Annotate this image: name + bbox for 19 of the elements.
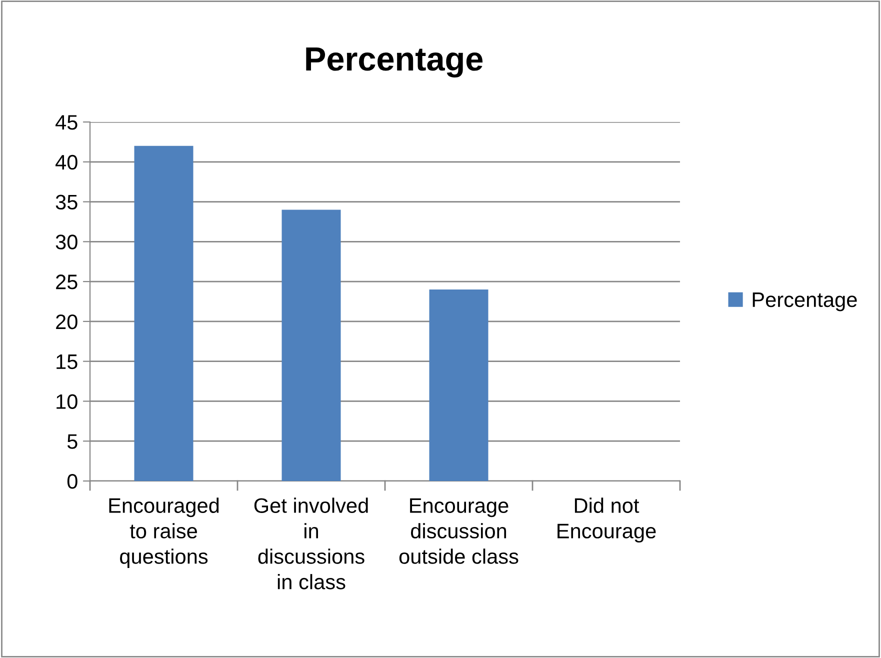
y-tick-label: 25 bbox=[56, 274, 78, 290]
y-tick-label: 35 bbox=[56, 194, 78, 210]
x-tick-label: Encouraged to raise questions bbox=[109, 498, 219, 568]
y-tick-label: 5 bbox=[67, 434, 78, 449]
y-tick-label: 30 bbox=[56, 234, 78, 250]
bar bbox=[282, 210, 341, 481]
y-tick-label: 15 bbox=[56, 354, 78, 370]
y-tick-label: 10 bbox=[56, 394, 78, 409]
x-tick-label: Did not Encourage bbox=[558, 498, 656, 543]
bar bbox=[134, 146, 194, 481]
legend-label: Percentage bbox=[752, 292, 857, 312]
y-tick-label: 45 bbox=[56, 115, 78, 130]
x-tick-label: Encourage discussion outside class bbox=[399, 498, 518, 564]
y-tick-label: 0 bbox=[67, 474, 78, 489]
chart-title: Percentage bbox=[306, 48, 483, 78]
y-tick-label: 40 bbox=[56, 154, 78, 170]
bar bbox=[429, 290, 488, 481]
x-tick-label: Get involved in discussions in class bbox=[254, 498, 368, 590]
y-tick-label: 20 bbox=[56, 314, 78, 330]
